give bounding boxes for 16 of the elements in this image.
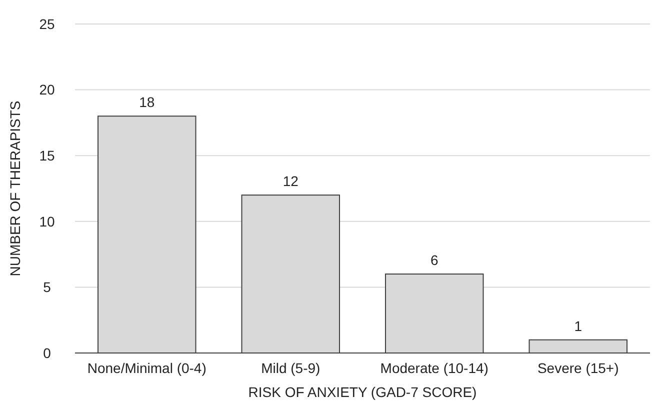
y-tick-label: 5 <box>43 279 52 296</box>
x-tick-label: None/Minimal (0-4) <box>87 360 206 376</box>
x-tick-label: Severe (15+) <box>537 360 619 376</box>
data-label: 18 <box>139 94 155 110</box>
x-axis-title: RISK OF ANXIETY (GAD-7 SCORE) <box>248 384 477 400</box>
data-label: 1 <box>574 318 582 334</box>
y-tick-label: 25 <box>39 16 55 32</box>
x-tick-label: Mild (5-9) <box>261 360 320 376</box>
y-tick-label: 0 <box>43 344 52 361</box>
x-tick-label: Moderate (10-14) <box>380 360 488 376</box>
y-axis-title: NUMBER OF THERAPISTS <box>7 100 23 276</box>
y-tick-label: 20 <box>39 82 55 98</box>
y-tick-label: 10 <box>39 213 55 230</box>
data-label: 12 <box>282 173 299 190</box>
y-tick-label: 15 <box>39 148 55 164</box>
data-label: 6 <box>430 252 438 268</box>
